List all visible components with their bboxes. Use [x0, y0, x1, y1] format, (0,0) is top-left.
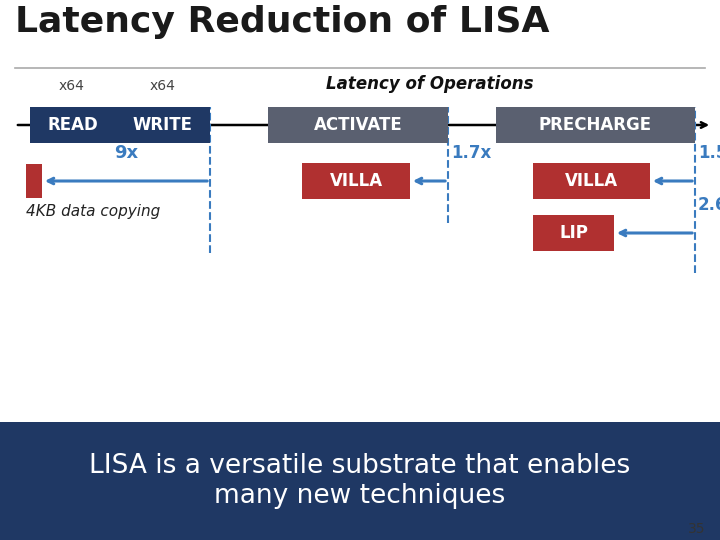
Bar — [26, 164, 42, 198]
Bar — [0, 422, 720, 540]
Text: 9x: 9x — [114, 144, 138, 162]
Text: 1.5x: 1.5x — [698, 144, 720, 162]
Text: VILLA: VILLA — [330, 172, 382, 190]
Bar — [268, 107, 448, 143]
Text: WRITE: WRITE — [132, 116, 192, 134]
Bar — [533, 215, 614, 251]
Bar — [302, 163, 410, 199]
Bar — [496, 107, 695, 143]
Text: LISA is a versatile substrate that enables
many new techniques: LISA is a versatile substrate that enabl… — [89, 453, 631, 509]
Text: Latency of Operations: Latency of Operations — [326, 75, 534, 93]
Text: VILLA: VILLA — [565, 172, 618, 190]
Text: PRECHARGE: PRECHARGE — [539, 116, 652, 134]
Text: ACTIVATE: ACTIVATE — [314, 116, 402, 134]
Text: LIP: LIP — [559, 224, 588, 242]
Text: x64: x64 — [59, 79, 85, 93]
Text: Latency Reduction of LISA: Latency Reduction of LISA — [15, 5, 549, 39]
Text: 4KB data copying: 4KB data copying — [26, 204, 161, 219]
Text: x64: x64 — [150, 79, 176, 93]
Text: 35: 35 — [688, 522, 705, 536]
Bar — [533, 163, 650, 199]
Text: 2.6x: 2.6x — [698, 196, 720, 214]
Bar — [30, 107, 115, 143]
Bar — [115, 107, 210, 143]
Text: 1.7x: 1.7x — [451, 144, 491, 162]
Text: READ: READ — [47, 116, 98, 134]
